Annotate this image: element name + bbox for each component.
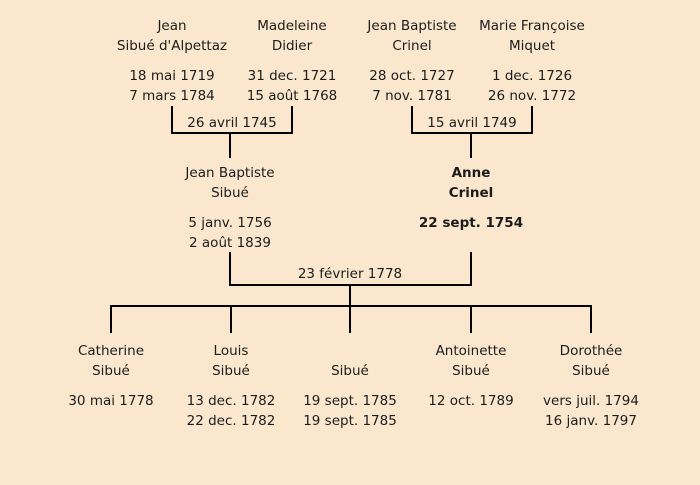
person-birth-date: 28 oct. 1727	[369, 68, 455, 84]
person-surname: Sibué	[452, 363, 490, 379]
marriage-1749-right-stub	[531, 106, 533, 132]
person-birth-date: 22 sept. 1754	[418, 215, 524, 231]
marriage-1778-date: 23 février 1778	[297, 266, 403, 282]
person-surname: Sibué	[331, 363, 369, 379]
person-firstname: Catherine	[77, 343, 145, 359]
person-antoinette-sibue: Antoinette Sibué 12 oct. 1789	[396, 341, 546, 411]
person-death-date: 7 nov. 1781	[372, 88, 452, 104]
person-louis-sibue: Louis Sibué 13 dec. 1782 22 dec. 1782	[156, 341, 306, 431]
person-firstname: Dorothée	[559, 343, 623, 359]
person-death-date: 15 août 1768	[246, 88, 338, 104]
marriage-1778-left-stub	[229, 252, 231, 284]
marriage-1749-bar	[411, 132, 533, 134]
person-surname: Sibué	[572, 363, 610, 379]
person-firstname: Antoinette	[435, 343, 507, 359]
marriage-1778-right-stub	[470, 252, 472, 284]
person-death-date: 22 dec. 1782	[186, 413, 276, 429]
marriage-1745-date: 26 avril 1745	[187, 115, 277, 131]
marriage-1745-right-stub	[291, 106, 293, 132]
marriage-1749-left-stub	[411, 106, 413, 132]
person-birth-date: 13 dec. 1782	[186, 393, 276, 409]
person-death-date: 7 mars 1784	[129, 88, 215, 104]
person-surname: Crinel	[448, 185, 494, 201]
person-unnamed-sibue: Sibué 19 sept. 1785 19 sept. 1785	[275, 341, 425, 431]
marriage-1749-descent	[470, 134, 472, 158]
marriage-1745-bar	[171, 132, 293, 134]
person-surname: Sibué	[211, 185, 249, 201]
person-firstname: Louis	[213, 343, 249, 359]
person-surname: Sibué d'Alpettaz	[116, 38, 228, 54]
child-drop-antoinette	[470, 307, 472, 333]
children-rail	[110, 305, 592, 307]
marriage-1745-left-stub	[171, 106, 173, 132]
person-surname: Miquet	[508, 38, 556, 54]
child-drop-catherine	[110, 307, 112, 333]
child-drop-dorothee	[590, 307, 592, 333]
person-birth-date: 12 oct. 1789	[428, 393, 514, 409]
person-firstname: Jean Baptiste	[367, 18, 457, 34]
marriage-1745-descent	[229, 134, 231, 158]
marriage-1749-date: 15 avril 1749	[427, 115, 517, 131]
person-birth-date: vers juil. 1794	[543, 393, 639, 409]
person-birth-date: 1 dec. 1726	[491, 68, 573, 84]
person-dorothee-sibue: Dorothée Sibué vers juil. 1794 16 janv. …	[516, 341, 666, 431]
person-jean-baptiste-sibue: Jean Baptiste Sibué 5 janv. 1756 2 août …	[150, 163, 310, 253]
child-drop-unnamed	[349, 307, 351, 333]
person-jean-sibue-dalpettaz: Jean Sibué d'Alpettaz 18 mai 1719 7 mars…	[92, 16, 252, 106]
person-firstname: Anne	[451, 165, 491, 181]
person-firstname: Jean Baptiste	[185, 165, 275, 181]
person-firstname: Marie Françoise	[479, 18, 585, 34]
person-firstname: Madeleine	[257, 18, 327, 34]
person-birth-date: 31 dec. 1721	[247, 68, 337, 84]
marriage-1778-descent	[349, 286, 351, 307]
person-surname: Didier	[271, 38, 313, 54]
person-death-date: 19 sept. 1785	[303, 413, 397, 429]
person-birth-date: 30 mai 1778	[68, 393, 154, 409]
person-surname: Sibué	[212, 363, 250, 379]
person-anne-crinel: Anne Crinel 22 sept. 1754	[391, 163, 551, 233]
person-surname: Sibué	[92, 363, 130, 379]
child-drop-louis	[230, 307, 232, 333]
person-catherine-sibue: Catherine Sibué 30 mai 1778	[36, 341, 186, 411]
person-marie-francoise-miquet: Marie Françoise Miquet 1 dec. 1726 26 no…	[452, 16, 612, 106]
person-birth-date: 19 sept. 1785	[303, 393, 397, 409]
person-firstname: Jean	[157, 18, 187, 34]
person-birth-date: 18 mai 1719	[129, 68, 215, 84]
person-madeleine-didier: Madeleine Didier 31 dec. 1721 15 août 17…	[212, 16, 372, 106]
marriage-1778-bar	[229, 284, 472, 286]
person-jean-baptiste-crinel: Jean Baptiste Crinel 28 oct. 1727 7 nov.…	[332, 16, 492, 106]
person-death-date: 16 janv. 1797	[545, 413, 637, 429]
person-birth-date: 5 janv. 1756	[188, 215, 272, 231]
person-death-date: 2 août 1839	[189, 235, 271, 251]
person-surname: Crinel	[392, 38, 432, 54]
person-death-date: 26 nov. 1772	[487, 88, 577, 104]
